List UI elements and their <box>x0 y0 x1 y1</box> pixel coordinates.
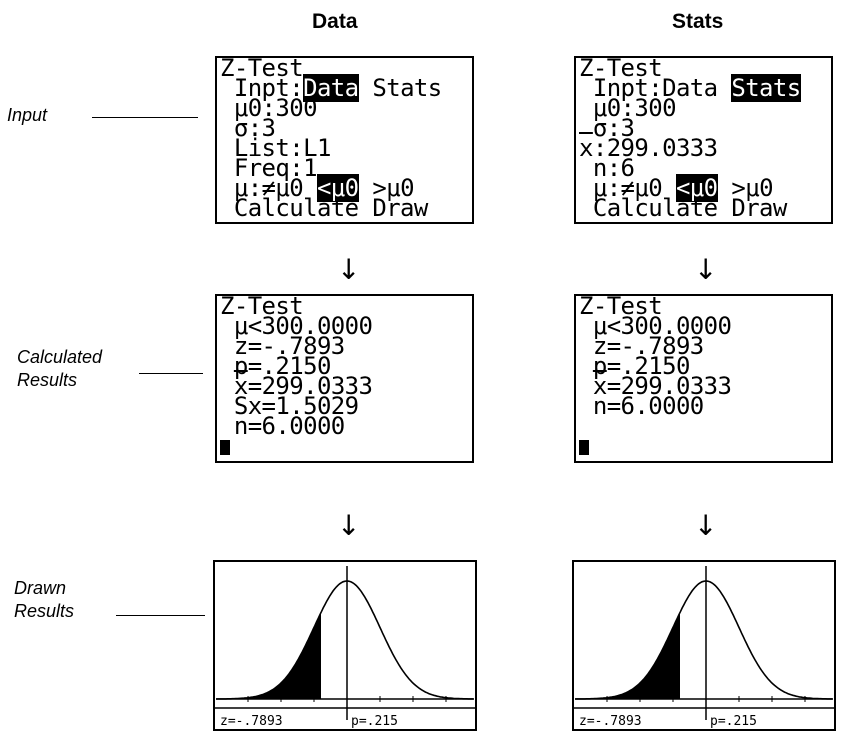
freq-line: Freq:1 <box>220 154 318 182</box>
z-line: z=-.7893 <box>579 332 704 360</box>
mu-hypothesis-line: μ<300.0000 <box>220 312 373 340</box>
alt-less-selected[interactable]: <μ0 <box>316 174 359 202</box>
graph-frame <box>572 560 836 731</box>
sx-line: Sx=1.5029 <box>220 392 359 420</box>
p-label: p=.215 <box>351 714 398 729</box>
screen-title: Z-Test <box>579 56 663 82</box>
data-results-screen: Z-Test μ<300.0000 z=-.7893 p=.2150 x=299… <box>215 294 474 463</box>
mu0-line: μ0:300 <box>220 94 318 122</box>
tick-marks <box>247 696 447 702</box>
p-line: p=.2150 <box>579 352 691 380</box>
inpt-line: Inpt:Data Stats <box>217 74 472 102</box>
xbar-symbol: x <box>592 372 607 400</box>
xbar-symbol: x <box>233 372 248 400</box>
row-label-drawn-line1: Drawn <box>14 578 67 598</box>
down-arrow-icon: ↓ <box>694 509 718 542</box>
alternative-line: μ:≠μ0 <μ0 >μ0 <box>217 174 472 202</box>
column-heading-stats: Stats <box>672 10 724 33</box>
inpt-stats-selected[interactable]: Stats <box>731 74 801 102</box>
row-label-drawn: Drawn Results <box>14 577 74 623</box>
xbar-value: :299.0333 <box>592 134 718 162</box>
alt-not-equal-option[interactable]: μ:≠μ0 <box>220 174 317 202</box>
sigma-line: σ:3 <box>220 114 276 142</box>
z-label: z=-.7893 <box>579 714 642 729</box>
row-label-calculated-line1: Calculated <box>17 347 103 367</box>
n-line: n=6.0000 <box>220 412 345 440</box>
normal-curve <box>574 580 833 700</box>
cursor-line <box>217 436 472 456</box>
input-leader-line <box>92 117 198 118</box>
inpt-data-selected[interactable]: Data <box>303 74 359 102</box>
calculated-leader-line <box>139 373 203 374</box>
n-line: n:6 <box>579 154 635 182</box>
data-input-screen: Z-Test Inpt:Data Stats μ0:300 σ:3 List:L… <box>215 56 474 224</box>
xbar-value: =299.0333 <box>606 372 732 400</box>
cursor-block <box>220 440 230 455</box>
inpt-stats-option[interactable]: Stats <box>358 74 442 102</box>
z-label: z=-.7893 <box>220 714 283 729</box>
shaded-area <box>216 612 321 699</box>
data-graph-screen: z=-.7893 p=.215 <box>213 560 477 731</box>
down-arrow-icon: ↓ <box>337 509 361 542</box>
alt-greater-option[interactable]: >μ0 <box>358 174 414 202</box>
calculate-draw-line[interactable]: Calculate Draw <box>220 194 429 222</box>
alternative-line: μ:≠μ0 <μ0 >μ0 <box>576 174 831 202</box>
cursor-block <box>579 440 589 455</box>
normal-curve <box>215 580 474 700</box>
list-line: List:L1 <box>220 134 332 162</box>
alt-greater-option[interactable]: >μ0 <box>717 174 773 202</box>
p-label: p=.215 <box>710 714 757 729</box>
down-arrow-icon: ↓ <box>337 253 361 286</box>
mu0-line: μ0:300 <box>579 94 677 122</box>
row-label-drawn-line2: Results <box>14 601 75 621</box>
n-line: n=6.0000 <box>579 392 704 420</box>
drawn-leader-line <box>116 615 205 616</box>
column-heading-data: Data <box>312 10 358 33</box>
inpt-prefix: Inpt:Data <box>579 74 732 102</box>
sigma-line: σ:3 <box>579 114 635 142</box>
mu-hypothesis-line: μ<300.0000 <box>579 312 732 340</box>
row-label-calculated-line2: Results <box>17 370 78 390</box>
xbar-symbol: x <box>579 134 593 162</box>
screen-title: Z-Test <box>220 56 304 82</box>
xbar-line: x:299.0333 <box>576 136 831 160</box>
p-line: p=.2150 <box>220 352 332 380</box>
tick-marks <box>606 696 806 702</box>
xbar-line: x=299.0333 <box>576 374 831 398</box>
xbar-line: x=299.0333 <box>217 374 472 398</box>
screen-title: Z-Test <box>579 294 663 320</box>
row-label-input: Input <box>7 105 48 125</box>
xbar-value: =299.0333 <box>247 372 373 400</box>
down-arrow-icon: ↓ <box>694 253 718 286</box>
graph-frame <box>213 560 477 731</box>
cursor-line <box>576 436 831 456</box>
row-label-calculated: Calculated Results <box>17 346 102 392</box>
stats-results-screen: Z-Test μ<300.0000 z=-.7893 p=.2150 x=299… <box>574 294 833 463</box>
inpt-prefix: Inpt: <box>220 74 304 102</box>
calculate-draw-line[interactable]: Calculate Draw <box>579 194 788 222</box>
z-line: z=-.7893 <box>220 332 345 360</box>
alt-less-selected[interactable]: <μ0 <box>675 174 718 202</box>
stats-input-screen: Z-Test Inpt:Data Stats μ0:300 σ:3 x:299.… <box>574 56 833 224</box>
alt-not-equal-option[interactable]: μ:≠μ0 <box>579 174 676 202</box>
shaded-area <box>575 612 680 699</box>
inpt-line: Inpt:Data Stats <box>576 74 831 102</box>
stats-graph-screen: z=-.7893 p=.215 <box>572 560 836 731</box>
screen-title: Z-Test <box>220 294 304 320</box>
